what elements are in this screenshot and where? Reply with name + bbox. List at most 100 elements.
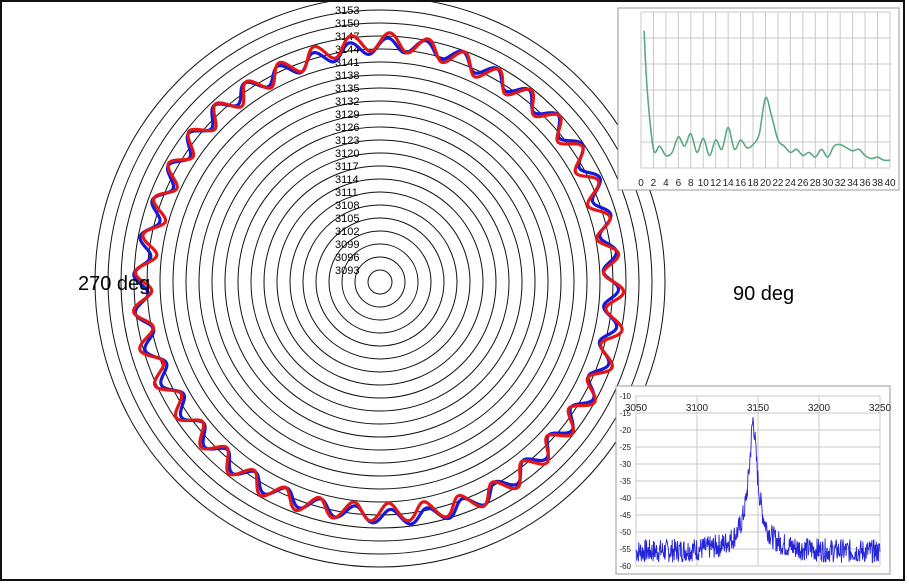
inset2-y-tick-label: -50 — [619, 528, 631, 537]
radial-grid — [94, 0, 666, 568]
inset2-y-tick-label: -15 — [619, 409, 631, 418]
inset2-y-tick-label: -10 — [619, 392, 631, 401]
inset1-x-tick-label: 20 — [760, 178, 772, 189]
inset2-frame — [615, 385, 891, 575]
inset2-y-tick-label: -20 — [619, 426, 631, 435]
inset2-y-tick-label: -30 — [619, 460, 631, 469]
inset1-series-line — [643, 30, 891, 162]
radial-ring — [367, 269, 393, 295]
harmonics-inset-chart: 0 2 4 6 8 10 12 14 16 18 20 22 24 26 28 30 32 34 36 38 40 — [617, 7, 900, 191]
inset2-grid — [635, 395, 881, 567]
inset1-x-tick-label: 0 — [638, 178, 644, 189]
radial-ring — [289, 191, 471, 373]
radial-tick-label: 3138 — [335, 70, 359, 82]
inset2-y-tick-label: -35 — [619, 477, 631, 486]
inset1-x-tick-labels: 0 2 4 6 8 10 12 14 16 18 20 22 24 26 28 30 32 34 36 38 40 — [638, 178, 896, 189]
inset2-y-tick-label: -60 — [619, 562, 631, 571]
radial-ring — [276, 178, 484, 386]
radial-ring — [159, 61, 601, 503]
polar-series-line — [131, 31, 626, 523]
inset2-y-tick-label: -25 — [619, 443, 631, 452]
radial-tick-label: 3123 — [335, 135, 359, 147]
inset1-x-tick-label: 24 — [785, 178, 797, 189]
radial-ring — [237, 139, 523, 425]
radial-tick-label: 3093 — [335, 265, 359, 277]
radial-tick-label: 3099 — [335, 239, 359, 251]
radial-ring — [315, 217, 445, 347]
polar-series — [131, 31, 626, 526]
inset2-y-tick-label: -40 — [619, 494, 631, 503]
inset2-series-line — [635, 417, 881, 564]
radial-ring — [224, 126, 536, 438]
radial-tick-label: 3114 — [335, 174, 359, 186]
radial-tick-label: 3141 — [335, 57, 359, 69]
radial-tick-label: 3126 — [335, 122, 359, 134]
radial-ring — [198, 100, 562, 464]
inset2-y-tick-labels: -10 -15 -20 -25 -30 -35 -40 -45 -50 -55 -60 — [619, 392, 631, 571]
inset1-x-tick-label: 12 — [710, 178, 722, 189]
inset1-series — [643, 30, 891, 162]
inset1-x-tick-label: 18 — [747, 178, 759, 189]
radial-tick-label: 3135 — [335, 83, 359, 95]
inset1-x-tick-label: 4 — [663, 178, 669, 189]
inset2-x-tick-labels: 3050 3100 3150 3200 3250 — [625, 403, 892, 414]
inset2-x-tick-label: 3250 — [869, 403, 892, 414]
radial-tick-label: 3153 — [335, 5, 359, 17]
radial-tick-label: 3105 — [335, 213, 359, 225]
radial-tick-label: 3108 — [335, 200, 359, 212]
inset1-x-tick-label: 38 — [872, 178, 884, 189]
radial-ring — [172, 74, 588, 490]
radial-ring — [146, 48, 614, 516]
inset2-series — [635, 417, 881, 564]
inset2-x-tick-label: 3100 — [686, 403, 709, 414]
inset1-x-tick-label: 32 — [835, 178, 847, 189]
radial-ring — [133, 35, 627, 529]
radial-tick-labels: 3093309630993102310531083111311431173120… — [335, 5, 359, 277]
radial-ring — [120, 22, 640, 542]
radial-ring — [328, 230, 432, 334]
inset1-x-tick-label: 22 — [772, 178, 784, 189]
radial-ring-outer — [94, 0, 666, 568]
angle-label-270: 270 deg — [78, 273, 150, 295]
radial-ring — [354, 256, 406, 308]
radial-ring — [211, 113, 549, 451]
inset1-x-tick-label: 14 — [723, 178, 735, 189]
inset2-y-tick-label: -55 — [619, 545, 631, 554]
inset1-x-tick-label: 6 — [676, 178, 682, 189]
radial-tick-label: 3132 — [335, 96, 359, 108]
angle-label-90: 90 deg — [733, 283, 794, 305]
inset2-y-tick-label: -45 — [619, 511, 631, 520]
inset2-x-tick-label: 3050 — [625, 403, 648, 414]
radial-tick-label: 3096 — [335, 252, 359, 264]
inset2-x-tick-label: 3150 — [747, 403, 770, 414]
radial-ring — [341, 243, 419, 321]
radial-tick-label: 3117 — [335, 161, 359, 173]
inset1-grid — [640, 11, 891, 169]
inset1-x-tick-label: 34 — [847, 178, 859, 189]
inset1-x-tick-label: 8 — [688, 178, 694, 189]
inset1-x-tick-label: 36 — [860, 178, 872, 189]
polar-series-line — [132, 36, 621, 526]
inset1-x-tick-label: 2 — [651, 178, 657, 189]
radial-ring — [263, 165, 497, 399]
radial-tick-label: 3129 — [335, 109, 359, 121]
inset1-x-tick-label: 30 — [822, 178, 834, 189]
inset1-x-tick-label: 16 — [735, 178, 747, 189]
frequency-inset-chart: 3050 3100 3150 3200 3250 -10-15-20-25-30-35-… — [615, 385, 892, 575]
radial-tick-label: 3120 — [335, 148, 359, 160]
radial-ring — [107, 9, 653, 555]
radial-ring — [302, 204, 458, 360]
inset1-x-tick-label: 28 — [810, 178, 822, 189]
inset1-frame — [617, 7, 900, 191]
inset2-x-tick-label: 3200 — [808, 403, 831, 414]
radial-tick-label: 3111 — [335, 187, 358, 199]
radial-tick-label: 3150 — [335, 18, 359, 30]
inset1-x-tick-label: 10 — [698, 178, 710, 189]
polar-chart: 3093309630993102310531083111311431173120… — [78, 0, 794, 568]
radial-tick-label: 3102 — [335, 226, 359, 238]
inset1-x-tick-label: 26 — [797, 178, 809, 189]
inset1-x-tick-label: 40 — [884, 178, 896, 189]
radial-ring — [250, 152, 510, 412]
